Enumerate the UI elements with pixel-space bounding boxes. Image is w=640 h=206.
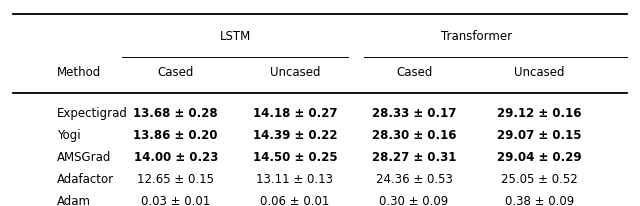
Text: 28.33 ± 0.17: 28.33 ± 0.17 <box>372 107 456 120</box>
Text: 24.36 ± 0.53: 24.36 ± 0.53 <box>376 173 452 186</box>
Text: 28.30 ± 0.16: 28.30 ± 0.16 <box>372 129 456 142</box>
Text: 0.06 ± 0.01: 0.06 ± 0.01 <box>260 195 330 206</box>
Text: 14.50 ± 0.25: 14.50 ± 0.25 <box>253 151 337 164</box>
Text: 13.68 ± 0.28: 13.68 ± 0.28 <box>133 107 218 120</box>
Text: Transformer: Transformer <box>441 30 513 43</box>
Text: 14.00 ± 0.23: 14.00 ± 0.23 <box>134 151 218 164</box>
Text: 0.30 ± 0.09: 0.30 ± 0.09 <box>380 195 449 206</box>
Text: 25.05 ± 0.52: 25.05 ± 0.52 <box>501 173 578 186</box>
Text: 28.27 ± 0.31: 28.27 ± 0.31 <box>372 151 456 164</box>
Text: AMSGrad: AMSGrad <box>56 151 111 164</box>
Text: Method: Method <box>56 66 101 79</box>
Text: Adafactor: Adafactor <box>56 173 114 186</box>
Text: 29.04 ± 0.29: 29.04 ± 0.29 <box>497 151 582 164</box>
Text: LSTM: LSTM <box>220 30 251 43</box>
Text: Expectigrad: Expectigrad <box>56 107 127 120</box>
Text: 29.12 ± 0.16: 29.12 ± 0.16 <box>497 107 582 120</box>
Text: Uncased: Uncased <box>515 66 564 79</box>
Text: Uncased: Uncased <box>269 66 320 79</box>
Text: Cased: Cased <box>157 66 194 79</box>
Text: 13.11 ± 0.13: 13.11 ± 0.13 <box>257 173 333 186</box>
Text: 29.07 ± 0.15: 29.07 ± 0.15 <box>497 129 582 142</box>
Text: 0.38 ± 0.09: 0.38 ± 0.09 <box>505 195 574 206</box>
Text: 0.03 ± 0.01: 0.03 ± 0.01 <box>141 195 211 206</box>
Text: 13.86 ± 0.20: 13.86 ± 0.20 <box>134 129 218 142</box>
Text: 12.65 ± 0.15: 12.65 ± 0.15 <box>137 173 214 186</box>
Text: Yogi: Yogi <box>56 129 80 142</box>
Text: 14.39 ± 0.22: 14.39 ± 0.22 <box>253 129 337 142</box>
Text: Adam: Adam <box>56 195 91 206</box>
Text: Cased: Cased <box>396 66 432 79</box>
Text: 14.18 ± 0.27: 14.18 ± 0.27 <box>253 107 337 120</box>
